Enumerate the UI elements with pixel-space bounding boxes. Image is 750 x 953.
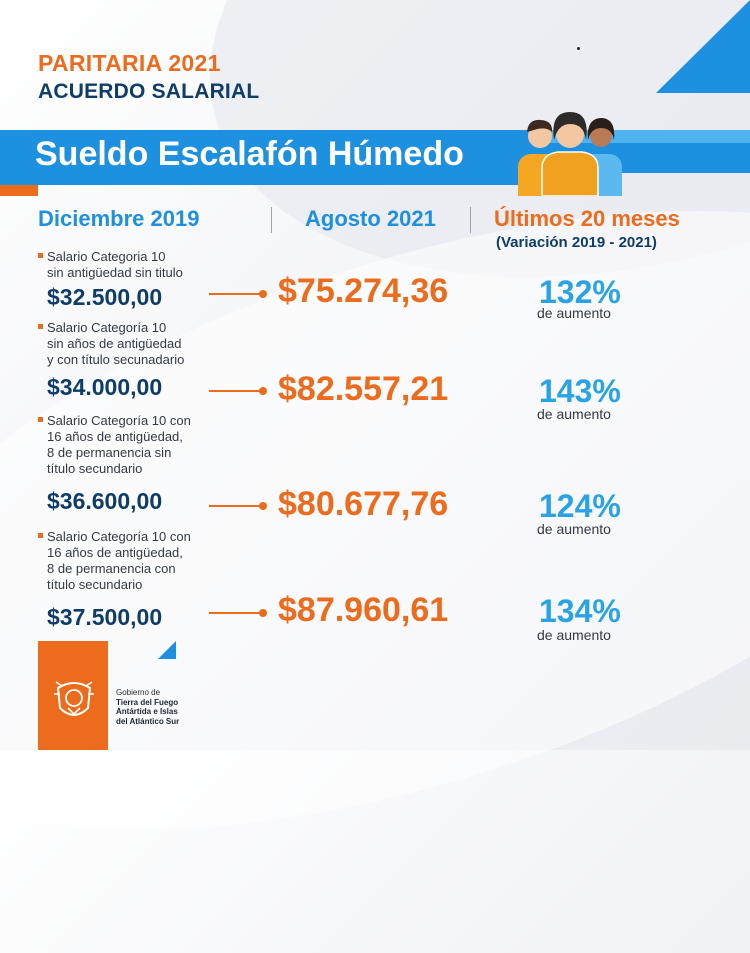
- column-header-december-2019: Diciembre 2019: [38, 206, 200, 231]
- row-4-arrow-icon: [209, 609, 267, 617]
- row-2-percent-label: de aumento: [537, 406, 611, 422]
- bullet-icon: [38, 417, 43, 423]
- column-divider-2: [470, 207, 471, 233]
- column-header-august-2021: Agosto 2021: [305, 206, 436, 231]
- acuerdo-heading: ACUERDO SALARIAL: [38, 80, 260, 103]
- bullet-icon: [38, 533, 43, 539]
- title-banner: Sueldo Escalafón Húmedo: [0, 130, 750, 196]
- row-3-new-salary: $80.677,76: [278, 485, 449, 523]
- corner-triangle: [656, 0, 750, 93]
- row-3-percent-label: de aumento: [537, 521, 611, 537]
- bullet-icon: [38, 324, 43, 330]
- provincial-emblem-icon: [54, 681, 94, 716]
- column-header-variation: Últimos 20 meses: [494, 206, 680, 231]
- row-3-old-salary: $36.600,00: [47, 488, 163, 514]
- row-3-arrow-icon: [209, 502, 267, 510]
- people-group-icon: [518, 112, 622, 196]
- row-2-percent: 143%: [539, 373, 621, 409]
- row-3-description: Salario Categoría 10 con 16 años de anti…: [38, 413, 191, 477]
- row-3-percent: 124%: [539, 488, 621, 524]
- decorative-dot: [577, 47, 580, 50]
- column-subheader-variation: (Variación 2019 - 2021): [496, 234, 657, 251]
- row-1-arrow-icon: [209, 290, 267, 298]
- row-2-description: Salario Categoría 10 sin años de antigüe…: [38, 320, 184, 368]
- row-4-percent: 134%: [539, 593, 621, 629]
- row-1-old-salary: $32.500,00: [47, 284, 163, 310]
- row-4-old-salary: $37.500,00: [47, 604, 163, 630]
- page-title: Sueldo Escalafón Húmedo: [35, 135, 464, 173]
- small-corner-triangle: [158, 641, 176, 659]
- row-1-percent: 132%: [539, 274, 621, 310]
- banner-main: [0, 130, 540, 185]
- government-logo-text: Gobierno de Tierra del Fuego Antártida e…: [116, 688, 180, 726]
- row-1-percent-label: de aumento: [537, 305, 611, 321]
- row-4-percent-label: de aumento: [537, 627, 611, 643]
- row-1-new-salary: $75.274,36: [278, 272, 449, 310]
- row-2-new-salary: $82.557,21: [278, 370, 449, 408]
- bullet-icon: [38, 253, 43, 259]
- logo-background: [38, 641, 108, 750]
- paritaria-heading: PARITARIA 2021: [38, 50, 221, 76]
- row-2-arrow-icon: [209, 387, 267, 395]
- row-1-description: Salario Categoria 10 sin antigüedad sin …: [38, 249, 183, 281]
- row-4-new-salary: $87.960,61: [278, 591, 449, 629]
- row-2-old-salary: $34.000,00: [47, 374, 163, 400]
- row-4-description: Salario Categoría 10 con 16 años de anti…: [38, 529, 191, 593]
- column-divider-1: [271, 207, 272, 233]
- banner-accent: [0, 185, 38, 196]
